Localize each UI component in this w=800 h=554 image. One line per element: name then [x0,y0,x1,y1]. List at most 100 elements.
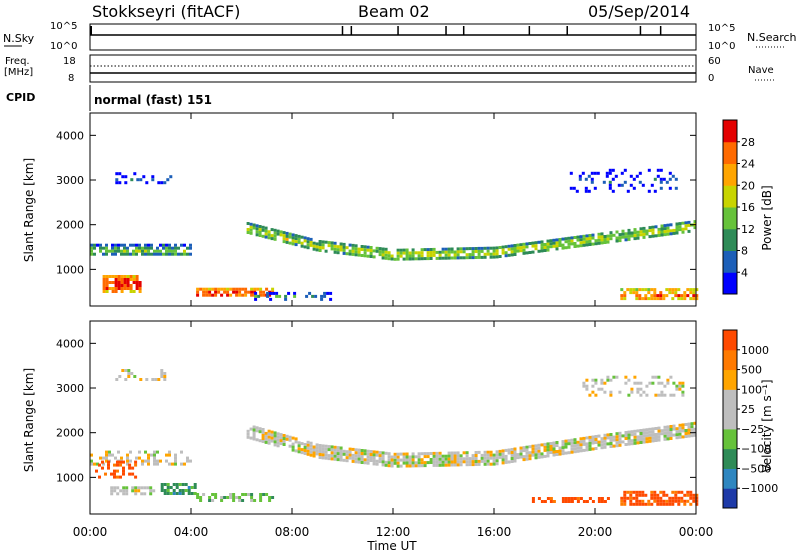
data-cell [674,288,678,292]
data-cell [636,233,640,237]
data-cell [681,429,685,433]
data-cell [282,443,286,446]
data-cell [402,461,406,465]
data-cell [324,249,328,253]
data-cell [282,237,286,241]
data-cell [360,245,364,248]
data-cell [596,171,600,175]
data-cell [519,455,523,459]
data-cell [669,393,673,397]
data-cell [133,172,137,176]
data-cell [378,247,382,251]
data-cell [229,293,233,297]
data-cell [414,251,418,255]
data-cell [342,245,346,249]
data-cell [659,502,663,506]
data-cell [172,483,176,486]
colorbar-segment [723,409,737,430]
data-cell [678,426,682,430]
data-cell [438,454,442,458]
data-cell [629,174,633,178]
data-cell [662,499,666,503]
data-cell [255,429,259,433]
data-cell [531,250,535,254]
data-cell [656,499,660,503]
data-cell [584,177,588,181]
data-cell [474,256,478,259]
data-cell [220,287,224,291]
data-cell [303,446,307,449]
data-cell [642,440,646,444]
data-cell [276,438,280,442]
data-cell [561,500,565,503]
data-cell [114,243,117,247]
data-cell [510,457,514,460]
data-cell [333,250,337,254]
data-cell [282,234,286,238]
data-cell [366,245,370,249]
data-cell [122,492,126,496]
data-cell [186,246,189,250]
data-cell [93,243,96,247]
x-tick-label: 16:00 [477,525,512,539]
data-cell [620,288,624,292]
data-cell [153,462,156,466]
data-cell [647,291,651,295]
data-cell [450,256,454,260]
data-cell [115,181,119,185]
data-cell [116,469,119,473]
data-cell [315,242,319,246]
data-cell [208,499,212,502]
data-cell [396,464,400,468]
data-cell [147,453,150,457]
data-cell [414,455,418,459]
data-cell [129,459,132,463]
data-cell [662,297,666,301]
data-cell [462,457,466,461]
data-cell [360,452,364,455]
colorbar-tick-label: 500 [741,364,762,377]
data-cell [516,456,520,460]
data-cell [342,242,346,246]
data-cell [114,252,117,256]
data-cell [677,502,681,506]
data-cell [519,446,523,450]
data-cell [165,459,168,463]
data-cell [247,493,251,496]
data-cell [611,168,615,172]
data-cell [261,234,265,238]
data-cell [345,450,349,454]
nave-tick-bottom: 0 [708,73,714,84]
data-cell [441,250,445,254]
data-cell [246,435,250,439]
colorbar-tick-label: −25 [741,423,764,436]
data-cell [183,252,186,256]
data-cell [489,252,493,256]
data-cell [279,230,283,234]
data-cell [510,253,514,257]
data-cell [585,234,589,238]
data-cell [181,489,185,492]
data-cell [435,460,439,464]
data-cell [300,451,304,455]
data-cell [423,452,427,456]
data-cell [423,248,427,252]
data-cell [273,440,277,444]
data-cell [160,372,164,375]
data-cell [597,387,601,391]
data-cell [294,437,298,441]
data-cell [656,496,660,500]
data-cell [402,248,406,252]
data-cell [122,469,125,473]
data-cell [447,250,451,254]
data-cell [254,294,258,298]
data-cell [308,291,312,295]
data-cell [372,255,376,259]
data-cell [510,460,514,463]
data-cell [135,278,139,281]
data-cell [122,466,125,470]
data-cell [689,496,693,500]
data-cell [653,294,657,298]
data-cell [214,293,218,297]
data-cell [651,381,655,385]
